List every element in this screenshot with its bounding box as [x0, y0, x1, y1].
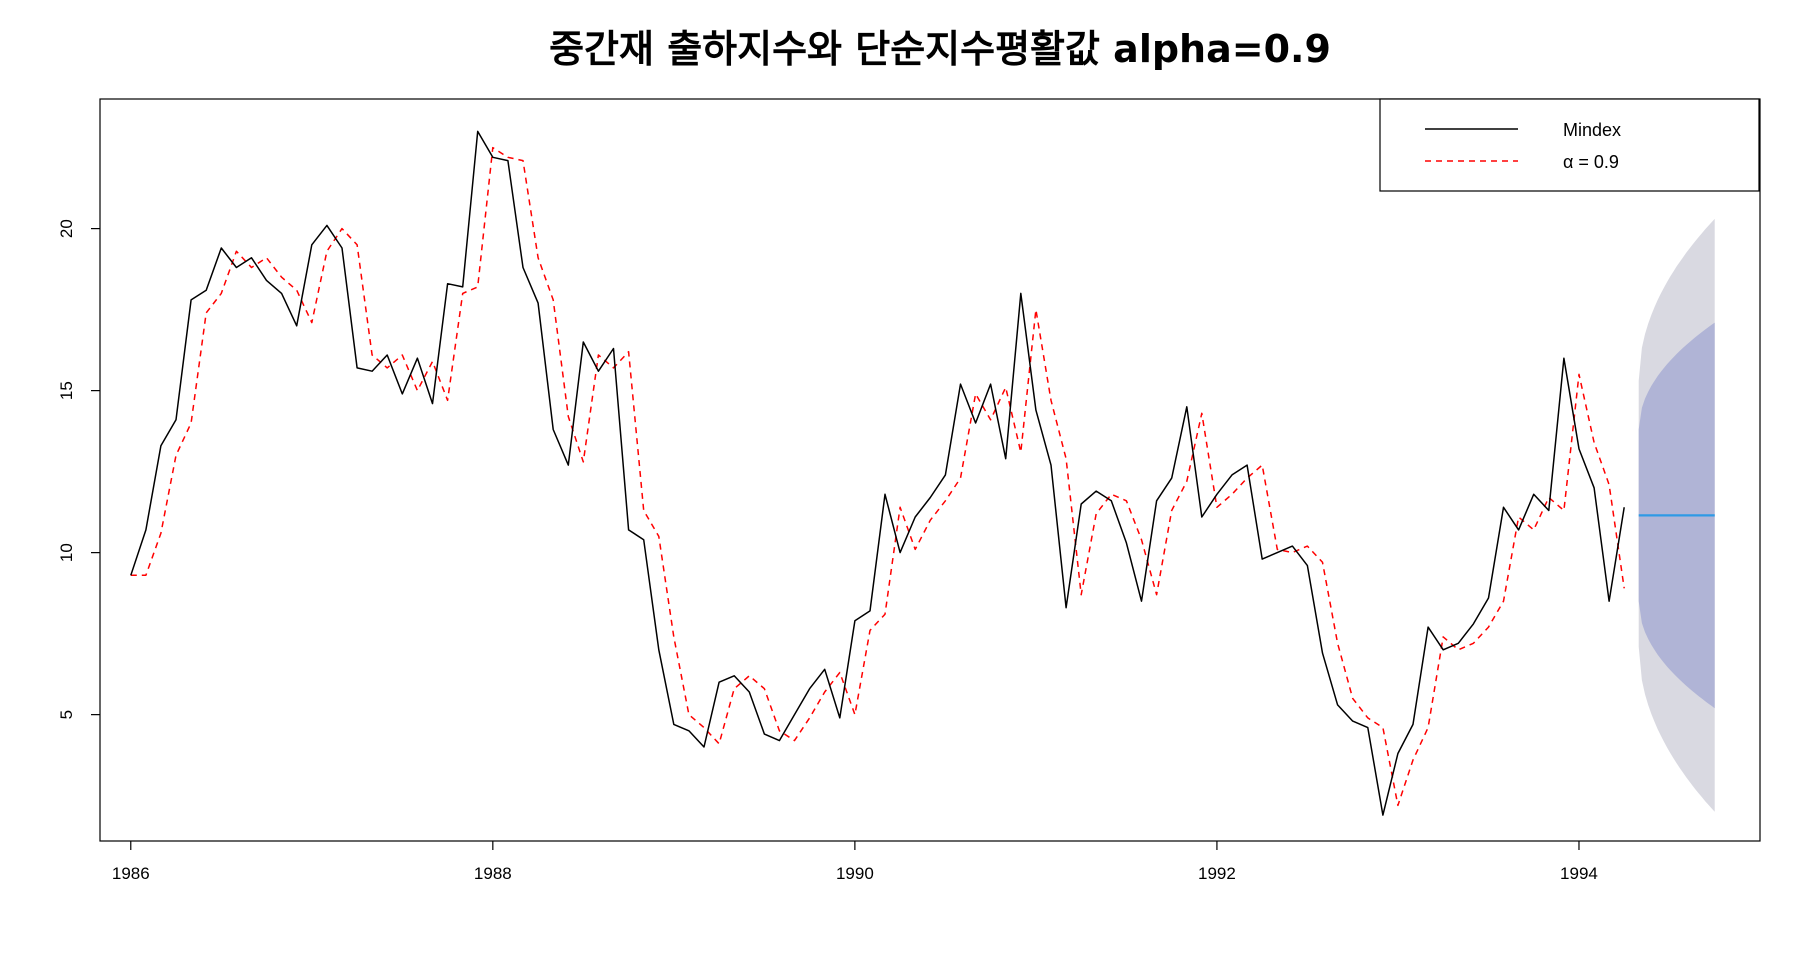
x-tick-label-1988: 1988 [474, 864, 512, 883]
y-tick-label-20: 20 [57, 219, 76, 238]
series-line-mindex [130, 130, 1625, 816]
legend-box [1379, 98, 1760, 192]
x-tick-label-1994: 1994 [1560, 864, 1598, 883]
legend: Mindex α = 0.9 [1379, 98, 1760, 192]
plot-frame [99, 98, 1761, 842]
legend-label-alpha: α = 0.9 [1563, 152, 1619, 172]
plot-area [130, 130, 1715, 816]
x-tick-label-1990: 1990 [836, 864, 874, 883]
series-line-alpha [130, 146, 1625, 807]
y-tick-label-10: 10 [57, 543, 76, 562]
x-tick-label-1992: 1992 [1198, 864, 1236, 883]
x-tick-label-1986: 1986 [112, 864, 150, 883]
chart-title: 중간재 출하지수와 단순지수평활값 alpha=0.9 [549, 27, 1331, 71]
axes: 1986 1988 1990 1992 1994 5 10 15 20 [57, 98, 1761, 883]
legend-label-mindex: Mindex [1563, 120, 1621, 140]
y-tick-label-5: 5 [57, 710, 76, 719]
y-tick-label-15: 15 [57, 381, 76, 400]
